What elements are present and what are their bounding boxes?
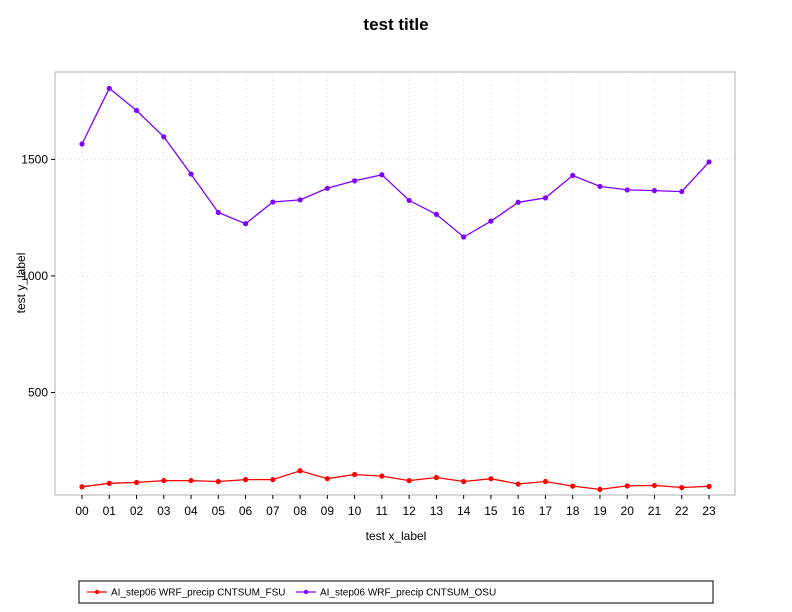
legend-item: AI_step06 WRF_precip CNTSUM_OSU: [296, 588, 496, 599]
legend-box: [78, 580, 714, 604]
x-tick-label: 04: [184, 504, 198, 518]
series-layer: [79, 85, 712, 493]
data-point: [352, 178, 358, 184]
data-point: [624, 483, 630, 489]
x-tick-label: 17: [539, 504, 553, 518]
legend-swatch-marker: [303, 589, 309, 595]
x-tick-label: 08: [293, 504, 307, 518]
data-point: [488, 218, 494, 224]
data-point: [352, 471, 358, 478]
x-tick-label: 21: [648, 504, 662, 518]
data-point: [433, 211, 439, 217]
y-tick-label: 1000: [21, 269, 48, 283]
x-tick-label: 05: [212, 504, 226, 518]
data-point: [542, 195, 549, 201]
data-point: [379, 473, 385, 479]
x-tick-label: 00: [75, 504, 89, 518]
data-point: [515, 481, 521, 487]
data-point: [297, 197, 303, 203]
data-point: [624, 187, 630, 193]
x-tick-label: 03: [157, 504, 171, 518]
data-point: [242, 221, 249, 227]
data-point: [270, 477, 276, 483]
data-point: [133, 107, 140, 114]
x-tick-label: 12: [402, 504, 416, 518]
data-point: [188, 477, 194, 484]
x-tick-label: 06: [239, 504, 253, 518]
x-tick-label: 16: [511, 504, 525, 518]
series-line: [81, 87, 710, 238]
data-point: [461, 234, 467, 240]
x-tick-label: 20: [621, 504, 635, 518]
data-point: [651, 188, 658, 194]
x-tick-label: 14: [457, 504, 471, 518]
data-point: [515, 199, 521, 205]
data-point: [270, 199, 276, 205]
data-point: [215, 478, 221, 485]
legend-label: AI_step06 WRF_precip CNTSUM_OSU: [320, 588, 496, 599]
y-axis: 500 1000 1500: [21, 152, 55, 399]
data-point: [106, 85, 112, 91]
x-tick-label: 11: [376, 504, 389, 518]
data-point: [406, 197, 412, 204]
series-2: [79, 85, 712, 240]
x-tick-label: 22: [675, 504, 689, 518]
data-point: [597, 486, 603, 493]
grid: [55, 72, 735, 495]
data-point: [488, 476, 494, 482]
data-point: [106, 480, 112, 486]
x-tick-label: 07: [266, 504, 280, 518]
data-point: [161, 477, 167, 484]
legend: AI_step06 WRF_precip CNTSUM_FSU AI_step06…: [78, 580, 714, 604]
data-point: [461, 478, 467, 485]
data-point: [215, 209, 221, 216]
x-axis-label: test x_label: [366, 529, 427, 543]
data-point: [188, 171, 194, 177]
y-axis-label: test y_label: [14, 253, 28, 314]
data-point: [679, 484, 685, 491]
y-tick-label: 1500: [21, 152, 48, 166]
legend-swatch-marker: [94, 589, 100, 595]
x-axis: 00 01 02 03 04 05 06 07 08 09 10 11 12 13 14 15 16 17 18 19…: [75, 495, 716, 518]
data-point: [161, 134, 167, 140]
data-point: [433, 474, 439, 481]
data-point: [597, 183, 603, 190]
data-point: [324, 476, 330, 482]
data-point: [79, 141, 85, 147]
data-point: [679, 188, 685, 195]
x-tick-label: 19: [593, 504, 607, 518]
x-tick-label: 01: [103, 504, 117, 518]
x-tick-label: 10: [348, 504, 362, 518]
y-tick-label: 500: [28, 385, 48, 399]
x-tick-label: 18: [566, 504, 580, 518]
x-tick-label: 23: [702, 504, 716, 518]
data-point: [706, 159, 712, 165]
data-point: [542, 478, 549, 485]
data-point: [651, 482, 658, 489]
series-1: [79, 468, 712, 493]
x-tick-label: 02: [130, 504, 144, 518]
chart-title: test title: [363, 15, 428, 34]
data-point: [570, 483, 576, 489]
x-tick-label: 15: [484, 504, 498, 518]
data-point: [79, 484, 85, 490]
data-point: [406, 477, 412, 484]
legend-item: AI_step06 WRF_precip CNTSUM_FSU: [87, 588, 286, 599]
legend-items: AI_step06 WRF_precip CNTSUM_FSU AI_step06…: [87, 588, 496, 599]
data-point: [379, 172, 385, 178]
plot-frame: [54, 71, 736, 496]
data-point: [133, 479, 140, 486]
data-point: [297, 468, 303, 474]
data-point: [242, 477, 249, 483]
x-tick-label: 09: [321, 504, 335, 518]
data-point: [706, 483, 712, 489]
data-point: [570, 172, 576, 179]
data-point: [324, 185, 330, 191]
series-line: [81, 470, 710, 491]
x-tick-label: 13: [430, 504, 444, 518]
legend-label: AI_step06 WRF_precip CNTSUM_FSU: [111, 588, 286, 599]
